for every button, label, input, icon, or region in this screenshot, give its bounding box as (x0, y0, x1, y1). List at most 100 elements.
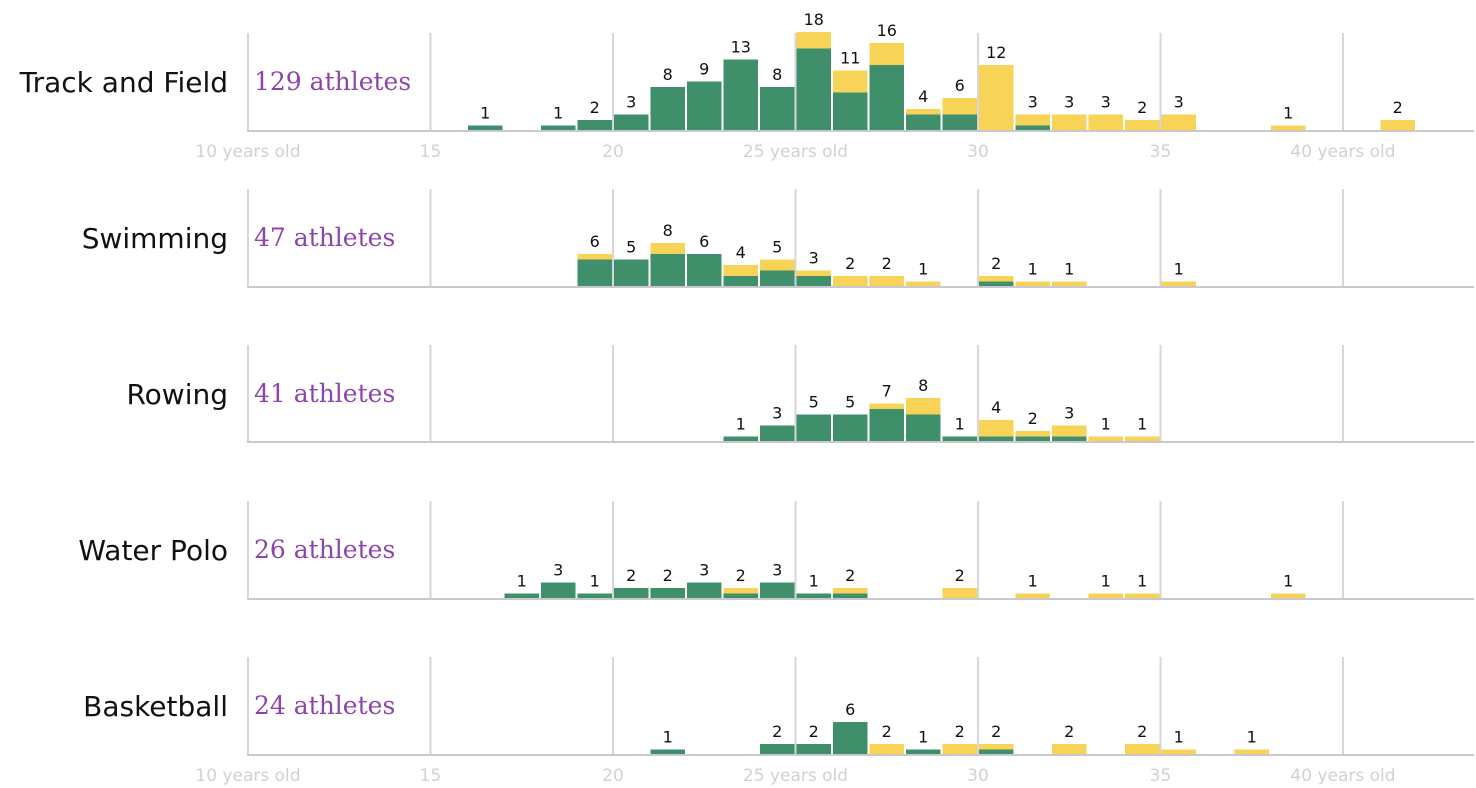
bar-yellow-age-27 (869, 403, 904, 409)
bar-green-age-25 (796, 276, 831, 287)
bar-yellow-age-35 (1161, 281, 1196, 287)
data-label-age-20: 2 (626, 566, 636, 585)
bar-green-age-21 (650, 87, 685, 131)
bar-yellow-age-27 (869, 43, 904, 65)
bar-yellow-age-26 (833, 588, 868, 594)
bar-yellow-age-35 (1161, 114, 1196, 131)
bar-green-age-19 (577, 120, 612, 131)
bar-green-age-29 (942, 114, 977, 131)
data-label-age-27: 2 (882, 722, 892, 741)
data-label-age-23: 4 (736, 243, 746, 262)
bar-yellow-age-34 (1125, 120, 1160, 131)
bar-green-age-21 (650, 749, 685, 755)
sport-label: Basketball (83, 690, 228, 723)
x-tick-label-20: 20 (602, 766, 624, 786)
data-label-age-32: 3 (1064, 93, 1074, 112)
data-label-age-41: 2 (1393, 98, 1403, 117)
data-label-age-24: 3 (772, 404, 782, 423)
bar-yellow-age-34 (1125, 744, 1160, 755)
bar-green-age-22 (687, 254, 722, 287)
bar-yellow-age-23 (723, 588, 758, 594)
data-label-age-23: 2 (736, 566, 746, 585)
panel-basketball: 1 2 2 6 2 1 2 2 2 2 1 1 Basketball 24 athletes 10 year… (83, 657, 1474, 786)
sport-label: Swimming (82, 222, 228, 255)
bar-green-age-27 (869, 409, 904, 442)
data-label-age-26: 5 (845, 393, 855, 412)
bar-green-age-21 (650, 588, 685, 599)
data-label-age-28: 4 (918, 87, 928, 106)
bar-yellow-age-26 (833, 276, 868, 287)
bar-yellow-age-30 (979, 744, 1014, 750)
data-label-age-26: 2 (845, 566, 855, 585)
bar-green-age-20 (614, 114, 649, 131)
bar-yellow-age-32 (1052, 744, 1087, 755)
data-label-age-19: 2 (590, 98, 600, 117)
bar-green-age-28 (906, 414, 941, 442)
bar-green-age-24 (760, 425, 795, 442)
bar-green-age-26 (833, 593, 868, 599)
bar-yellow-age-29 (942, 98, 977, 115)
data-label-age-34: 2 (1137, 722, 1147, 741)
x-tick-label-35: 35 (1150, 142, 1172, 162)
data-label-age-34: 1 (1137, 415, 1147, 434)
bar-yellow-age-31 (1015, 431, 1050, 437)
bar-green-age-20 (614, 259, 649, 287)
bar-green-age-22 (687, 81, 722, 131)
data-label-age-19: 1 (590, 572, 600, 591)
data-label-age-18: 3 (553, 561, 563, 580)
data-label-age-26: 6 (845, 700, 855, 719)
bar-green-age-26 (833, 722, 868, 755)
data-label-age-32: 3 (1064, 404, 1074, 423)
bar-yellow-age-33 (1088, 114, 1123, 131)
bar-green-age-26 (833, 414, 868, 442)
bar-yellow-age-31 (1015, 281, 1050, 287)
x-tick-label-15: 15 (420, 142, 442, 162)
bar-yellow-age-30 (979, 420, 1014, 437)
panel-swimming: 6 5 8 6 4 5 3 2 2 1 2 1 1 1 Swimming 47 athletes (82, 189, 1474, 288)
data-label-age-29: 2 (955, 722, 965, 741)
data-label-age-33: 1 (1101, 572, 1111, 591)
bar-green-age-32 (1052, 436, 1087, 442)
data-label-age-34: 1 (1137, 572, 1147, 591)
panel-rowing: 1 3 5 5 7 8 1 4 2 3 1 1 Rowing 41 athletes (126, 345, 1474, 443)
data-label-age-19: 6 (590, 232, 600, 251)
bar-yellow-age-25 (796, 270, 831, 276)
bar-green-age-22 (687, 582, 722, 599)
bar-green-age-24 (760, 582, 795, 599)
data-label-age-24: 3 (772, 561, 782, 580)
athlete-count: 41 athletes (254, 379, 395, 408)
athlete-count: 26 athletes (254, 535, 395, 564)
bar-yellow-age-31 (1015, 114, 1050, 126)
data-label-age-27: 7 (882, 382, 892, 401)
data-label-age-24: 8 (772, 65, 782, 84)
bar-green-age-19 (577, 259, 612, 287)
panel-water-polo: 1 3 1 2 2 3 2 3 1 2 2 1 1 1 1 Water Polo 26 athletes (78, 501, 1474, 600)
data-label-age-31: 3 (1028, 93, 1038, 112)
x-tick-label-20: 20 (602, 142, 624, 162)
x-tick-label-25: 25 years old (743, 766, 848, 786)
bar-yellow-age-33 (1088, 436, 1123, 442)
bar-green-age-26 (833, 92, 868, 131)
data-label-age-23: 13 (731, 38, 751, 57)
bar-green-age-21 (650, 254, 685, 287)
bar-green-age-28 (906, 749, 941, 755)
data-label-age-16: 1 (480, 104, 490, 123)
data-label-age-31: 1 (1028, 260, 1038, 279)
bar-yellow-age-27 (869, 744, 904, 755)
bar-yellow-age-25 (796, 32, 831, 49)
data-label-age-32: 2 (1064, 722, 1074, 741)
bar-green-age-31 (1015, 125, 1050, 131)
data-label-age-22: 3 (699, 561, 709, 580)
data-label-age-21: 2 (663, 566, 673, 585)
sport-label: Track and Field (19, 66, 228, 99)
data-label-age-20: 3 (626, 93, 636, 112)
x-tick-label-15: 15 (420, 766, 442, 786)
data-label-age-22: 6 (699, 232, 709, 251)
data-label-age-28: 8 (918, 376, 928, 395)
bar-yellow-age-33 (1088, 593, 1123, 599)
x-tick-label-40: 40 years old (1290, 766, 1395, 786)
bar-yellow-age-37 (1234, 749, 1269, 755)
bar-green-age-31 (1015, 436, 1050, 442)
bar-yellow-age-38 (1271, 593, 1306, 599)
